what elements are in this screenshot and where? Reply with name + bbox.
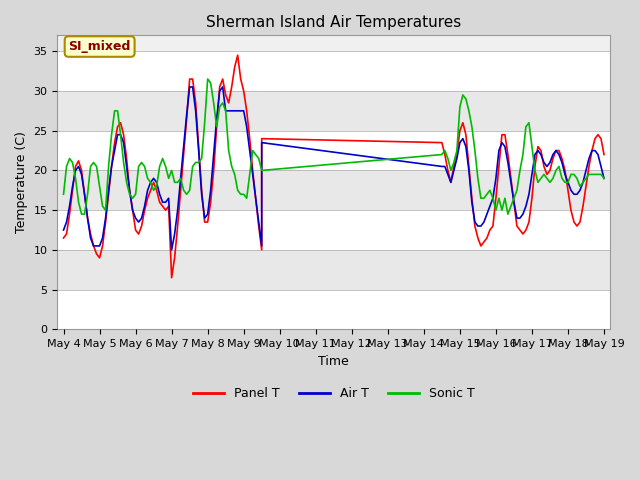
Sonic T [180,187,188,193]
Bar [58,170,610,210]
Bar [58,289,610,329]
Panel T [60,235,67,241]
Panel T [84,215,92,221]
Air T [600,176,608,181]
Title: Sherman Island Air Temperatures: Sherman Island Air Temperatures [206,15,461,30]
Panel T [171,255,179,261]
Sonic T [594,171,602,177]
Sonic T [204,76,211,82]
Air T [228,108,236,114]
Sonic T [147,180,154,185]
Bar [58,91,610,131]
Panel T [168,275,175,281]
Sonic T [600,176,608,181]
Sonic T [474,176,482,181]
Air T [63,219,70,225]
Sonic T [60,192,67,197]
Air T [450,168,458,173]
Legend: Panel T, Air T, Sonic T: Panel T, Air T, Sonic T [188,383,479,406]
Y-axis label: Temperature (C): Temperature (C) [15,132,28,233]
Bar [58,51,610,91]
Panel T [225,100,232,106]
Text: SI_mixed: SI_mixed [68,40,131,53]
Air T [186,84,193,90]
Line: Sonic T: Sonic T [63,79,604,214]
Sonic T [579,180,587,185]
Air T [171,231,179,237]
Air T [84,215,92,221]
Sonic T [441,148,449,154]
Panel T [63,231,70,237]
Line: Air T: Air T [63,87,604,250]
Bar [58,210,610,250]
Air T [129,207,136,213]
Panel T [600,152,608,157]
X-axis label: Time: Time [318,355,349,368]
Line: Panel T: Panel T [63,55,604,278]
Bar [58,131,610,170]
Air T [60,227,67,233]
Air T [168,247,175,253]
Panel T [234,52,241,58]
Panel T [450,164,458,169]
Bar [58,250,610,289]
Sonic T [77,211,85,217]
Panel T [129,207,136,213]
